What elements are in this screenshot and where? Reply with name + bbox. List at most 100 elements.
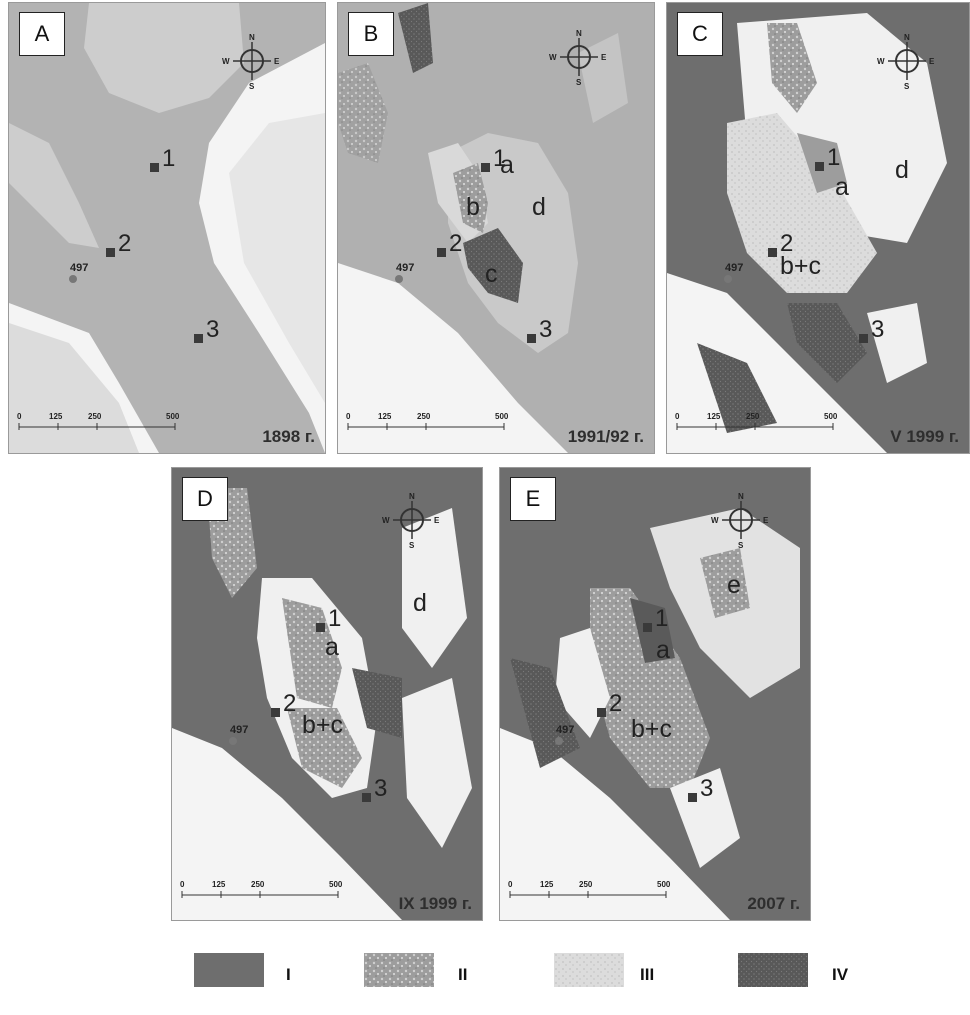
sample-site-label: 3 (374, 775, 387, 802)
zone-label: b+c (631, 715, 672, 743)
map-panel-c: 1 2 3 497 a d b+c N S W E 0 125 250 500 C V 1999 г. (666, 2, 970, 454)
sample-site-label: 1 (827, 144, 840, 171)
zone-label: d (413, 589, 427, 617)
map-1898: 1 2 3 497 N S W E 0 125 250 500 (9, 3, 325, 453)
sample-site-marker (815, 162, 824, 171)
compass-west: W (877, 57, 885, 66)
map-annotations: 1 2 3 497 a e b+c N S W E 0 125 250 500 (508, 492, 769, 898)
map-v-1999: 1 2 3 497 a d b+c N S W E 0 125 250 500 (667, 3, 969, 453)
compass-east: E (763, 516, 769, 525)
sample-site-marker (194, 334, 203, 343)
zone-label: b+c (302, 711, 343, 739)
benchmark-label: 497 (230, 724, 248, 736)
zone-label: b+c (780, 252, 821, 280)
sample-site-label: 2 (609, 690, 622, 717)
compass-north: N (738, 492, 744, 501)
sample-site-marker (859, 334, 868, 343)
scale-tick-label: 500 (657, 880, 671, 889)
compass-east: E (929, 57, 935, 66)
benchmark-label: 497 (725, 262, 743, 274)
legend-label-i: I (286, 965, 291, 984)
map-annotations: 1 2 3 497 ab d c N S W E 0 125 250 500 (346, 29, 607, 430)
sample-site-marker (316, 623, 325, 632)
legend-swatch-ii (364, 953, 434, 987)
scale-bar: 0 125 250 500 (17, 412, 180, 430)
scale-tick-label: 250 (746, 412, 760, 421)
map-panel-b: 1 2 3 497 a b d c N S W E 0 125 250 500 B 1991/92 г. (337, 2, 655, 454)
scale-tick-label: 125 (378, 412, 392, 421)
scale-tick-label: 125 (707, 412, 721, 421)
sample-site-label: 1 (655, 605, 668, 632)
sample-site-label: 2 (780, 230, 793, 257)
sample-site-marker (106, 248, 115, 257)
sample-site-marker (150, 163, 159, 172)
map-panel-d: 1 2 3 497 a d b+c N S W E 0 125 250 500 D IX 1999 г. (171, 467, 483, 921)
panel-year: IX 1999 г. (398, 894, 472, 913)
scale-tick-label: 0 (346, 412, 351, 421)
legend-label-iv: IV (832, 965, 849, 984)
panel-letter: E (510, 477, 556, 521)
compass-south: S (409, 541, 415, 550)
benchmark-marker (395, 275, 403, 283)
sample-site-label: 3 (206, 316, 219, 343)
scale-tick-label: 125 (49, 412, 63, 421)
map-annotations: 1 2 3 497 a d b+c N S W E 0 125 250 500 (675, 33, 935, 430)
panel-year: 1898 г. (262, 427, 315, 446)
legend: I II III IV (0, 953, 970, 998)
sample-site-marker (271, 708, 280, 717)
compass-north: N (576, 29, 582, 38)
compass-icon: N S W E (711, 492, 769, 550)
sample-site-marker (597, 708, 606, 717)
panel-year: 2007 г. (747, 894, 800, 913)
compass-east: E (601, 53, 607, 62)
sample-site-label: 3 (539, 316, 552, 343)
compass-west: W (222, 57, 230, 66)
map-annotations: 1 2 3 497 a d b+c N S W E 0 125 250 500 (180, 492, 440, 898)
sample-site-marker (643, 623, 652, 632)
scale-tick-label: 500 (495, 412, 509, 421)
legend-swatch-iv (738, 953, 808, 987)
zone-label: c (485, 260, 498, 288)
scale-tick-label: 0 (180, 880, 185, 889)
zone-label: a (835, 173, 849, 201)
benchmark-marker (229, 737, 237, 745)
benchmark-label: 497 (556, 724, 574, 736)
compass-icon: N S W E (549, 29, 607, 87)
sample-site-marker (362, 793, 371, 802)
zone-label: a (500, 151, 514, 179)
sample-site-label: 2 (283, 690, 296, 717)
map-annotations: 1 2 3 497 N S W E 0 125 250 500 (17, 33, 280, 430)
map-panel-e: 1 2 3 497 a e b+c N S W E 0 125 250 500 E 2007 г. (499, 467, 811, 921)
compass-west: W (549, 53, 557, 62)
sample-site-label: 1 (162, 145, 175, 172)
compass-east: E (274, 57, 280, 66)
zone-label: d (532, 193, 546, 221)
scale-tick-label: 0 (508, 880, 513, 889)
sample-site-marker (437, 248, 446, 257)
benchmark-label: 497 (70, 262, 88, 274)
legend-swatch-i (194, 953, 264, 987)
sample-site-label: 2 (118, 230, 131, 257)
sample-site-label: 2 (449, 230, 462, 257)
compass-west: W (711, 516, 719, 525)
legend-swatch-iii (554, 953, 624, 987)
scale-tick-label: 500 (824, 412, 838, 421)
panel-letter: A (19, 12, 65, 56)
scale-tick-label: 250 (251, 880, 265, 889)
sample-site-marker (688, 793, 697, 802)
scale-bar: 0 125 250 500 (675, 412, 838, 430)
panel-letter: B (348, 12, 394, 56)
benchmark-marker (555, 737, 563, 745)
zone-label: a (656, 636, 670, 664)
scale-tick-label: 250 (88, 412, 102, 421)
sample-site-label: 3 (700, 775, 713, 802)
sample-site-marker (481, 163, 490, 172)
map-2007: 1 2 3 497 a e b+c N S W E 0 125 250 500 (500, 468, 810, 920)
scale-bar: 0 125 250 500 (508, 880, 671, 898)
compass-south: S (904, 82, 910, 91)
zone-label: d (895, 156, 909, 184)
zone-label: b (466, 193, 480, 221)
compass-icon: N S W E (877, 33, 935, 91)
sample-site-label: 1 (493, 145, 506, 172)
panel-year: 1991/92 г. (567, 427, 644, 446)
